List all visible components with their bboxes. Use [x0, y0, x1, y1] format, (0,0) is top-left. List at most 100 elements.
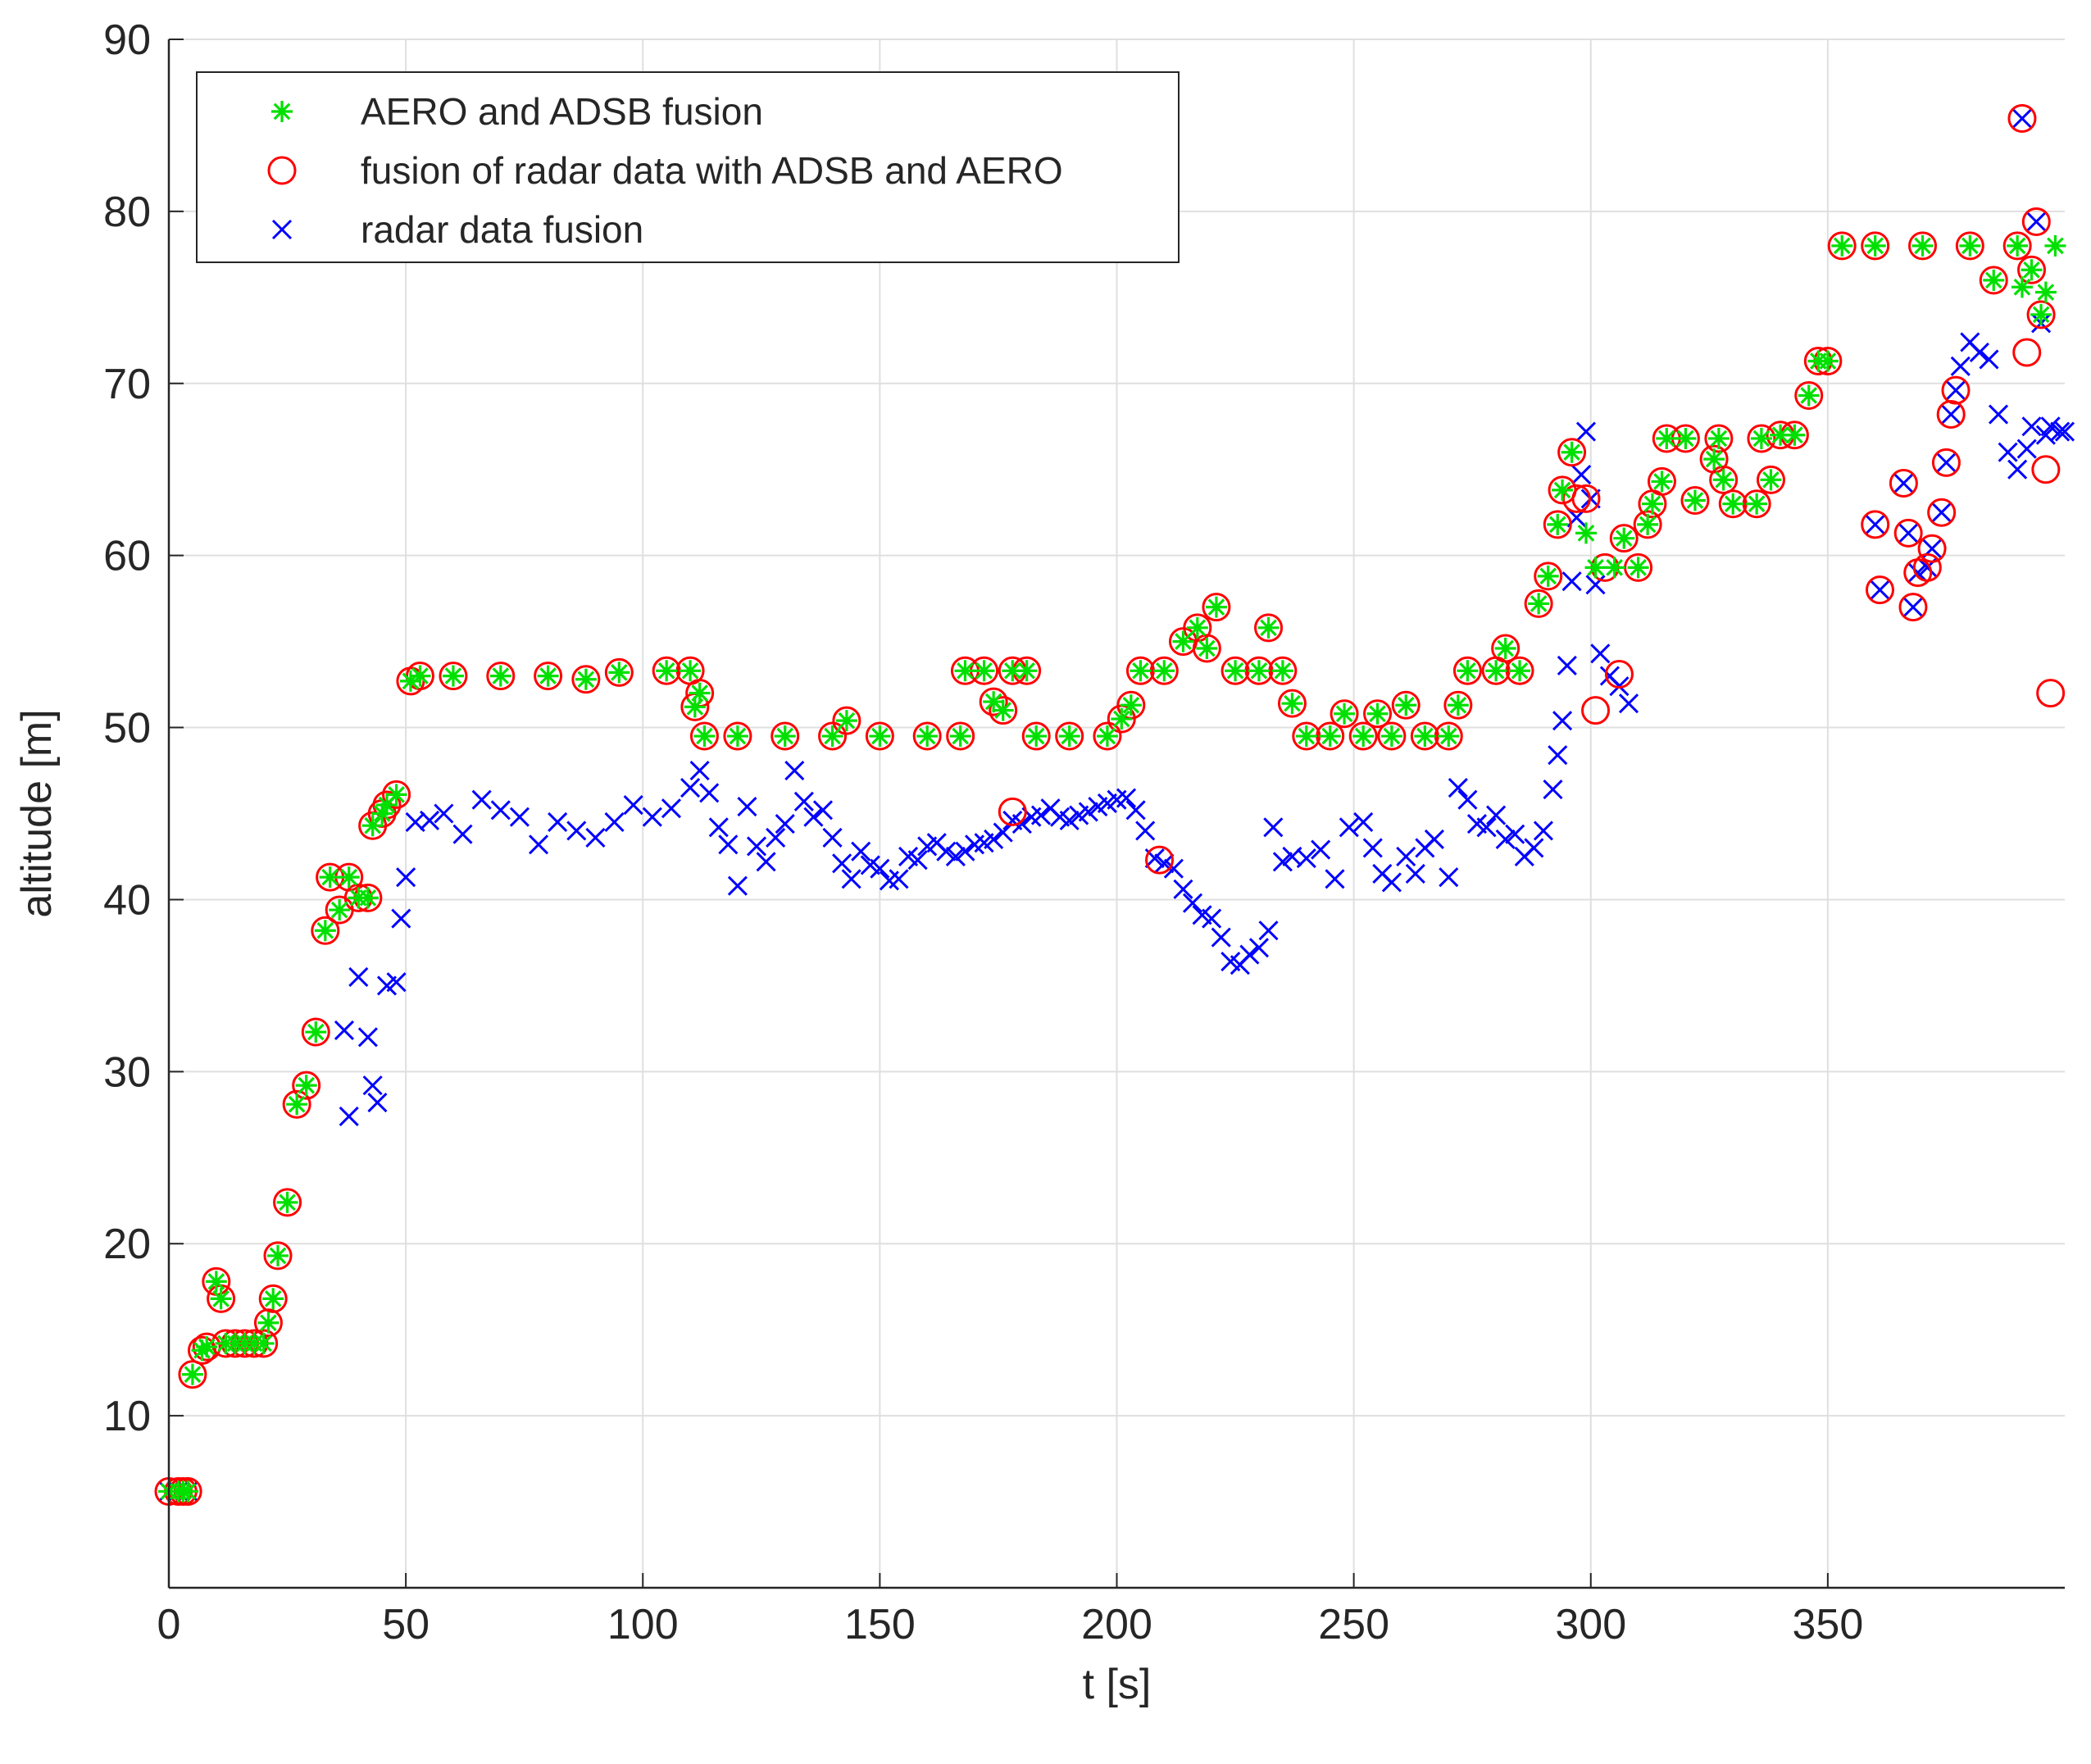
x-marker-shape: [1552, 711, 1573, 731]
x-marker-shape: [642, 807, 662, 827]
radar-adsb-aero-point: [1363, 699, 1393, 729]
asterisk-marker-shape: [177, 1480, 199, 1503]
x-marker-shape: [396, 867, 416, 888]
radar-fusion-point: [396, 867, 416, 888]
x-marker-shape: [1116, 788, 1137, 808]
radar-fusion-point: [737, 797, 757, 817]
circle-marker-shape: [1747, 424, 1776, 453]
aero-adsb-point: [1627, 557, 1649, 579]
aero-adsb-point: [684, 696, 706, 718]
aero-adsb-point: [1584, 557, 1607, 579]
circle-marker-shape: [832, 706, 861, 735]
radar-adsb-aero-point: [1581, 696, 1611, 725]
asterisk-marker-shape: [252, 1332, 275, 1354]
aero-adsb-point: [295, 1075, 317, 1097]
asterisk-marker-shape: [973, 660, 995, 682]
aero-adsb-point: [1613, 527, 1635, 549]
asterisk-marker-shape: [821, 725, 843, 748]
radar-fusion-point: [1571, 464, 1592, 485]
x-marker-shape: [699, 783, 720, 803]
radar-fusion-point: [604, 812, 625, 833]
circle-marker-shape: [1093, 721, 1122, 751]
circle-marker-shape: [1524, 589, 1553, 618]
asterisk-marker-shape: [1983, 269, 2005, 291]
radar-fusion-point: [1353, 812, 1374, 833]
tick-labels: 0 50 100 150 200 250 300 350 10 20 30 40 50 60 70 80 90: [103, 16, 1863, 1648]
asterisk-marker-shape: [361, 815, 384, 837]
asterisk-marker-shape: [271, 101, 293, 122]
x-marker-shape: [1557, 655, 1577, 676]
radar-adsb-aero-point: [1955, 231, 1984, 261]
circle-marker-shape: [998, 797, 1027, 826]
asterisk-marker-shape: [210, 1288, 232, 1310]
aero-adsb-point: [196, 1336, 218, 1358]
circle-marker-shape: [989, 696, 1018, 725]
asterisk-marker-shape: [489, 665, 511, 687]
asterisk-marker-shape: [680, 660, 702, 682]
circle-marker-shape: [282, 1089, 311, 1119]
x-marker-shape: [689, 760, 710, 781]
x-marker-shape: [367, 1093, 388, 1113]
radar-adsb-aero-point: [2021, 207, 2051, 236]
x-marker-shape: [775, 814, 795, 834]
circle-marker-shape: [723, 721, 752, 751]
circle-marker-shape: [1363, 699, 1393, 729]
radar-fusion-point: [1552, 711, 1573, 731]
asterisk-marker-shape: [1485, 660, 1507, 682]
radar-adsb-aero-point: [1827, 231, 1857, 261]
radar-adsb-aero-point: [998, 797, 1027, 826]
circle-marker-shape: [1955, 231, 1984, 261]
radar-fusion-point: [1173, 879, 1193, 899]
aero-adsb-point: [1746, 493, 1768, 515]
radar-fusion-point: [1950, 356, 1971, 376]
radar-adsb-aero-point: [1704, 424, 1734, 453]
radar-adsb-aero-point: [273, 1188, 302, 1217]
radar-fusion-point: [528, 834, 549, 855]
x-marker-shape: [1505, 824, 1525, 844]
aero-adsb-point: [1864, 234, 1886, 257]
circle-marker-shape: [1827, 231, 1857, 261]
aero-adsb-point: [1703, 448, 1725, 471]
aero-adsb-point: [1153, 660, 1175, 682]
aero-adsb-point: [1651, 471, 1673, 493]
circle-marker-shape: [1680, 486, 1710, 516]
aero-adsb-point: [1120, 694, 1142, 716]
x-marker-shape: [2007, 459, 2028, 480]
asterisk-marker-shape: [575, 668, 597, 690]
legend-markers: [267, 101, 297, 240]
aero-adsb-point: [1002, 660, 1024, 682]
circle-marker-shape: [1794, 380, 1824, 410]
asterisk-marker-shape: [1703, 448, 1725, 471]
radar-adsb-aero-point: [1908, 231, 1938, 261]
x-marker-shape: [718, 834, 739, 855]
x-marker-shape: [1258, 921, 1279, 941]
x-marker-shape: [984, 829, 1004, 850]
x-marker-shape: [2011, 108, 2033, 129]
aero-adsb-point: [1712, 469, 1734, 491]
x-marker-shape: [784, 760, 805, 781]
radar-fusion-point: [1125, 800, 1146, 821]
circle-marker-shape: [1192, 634, 1221, 663]
x-marker-shape: [357, 1027, 378, 1048]
asterisk-marker-shape: [992, 699, 1014, 721]
radar-fusion-point: [1969, 342, 1989, 363]
aero-adsb-point: [1096, 725, 1118, 748]
radar-fusion-point: [1011, 814, 1032, 834]
radar-fusion-point: [1585, 575, 1606, 595]
asterisk-marker-shape: [1248, 660, 1270, 682]
x-marker-shape: [737, 797, 757, 817]
radar-fusion-point: [1543, 780, 1563, 800]
asterisk-marker-shape: [689, 682, 711, 704]
circle-marker-shape: [2021, 207, 2051, 236]
radar-fusion-point: [1561, 571, 1582, 592]
aero-adsb-point: [489, 665, 511, 687]
x-marker-shape: [793, 791, 814, 812]
asterisk-marker-shape: [2007, 234, 2029, 257]
radar-adsb-aero-point: [1055, 721, 1084, 751]
asterisk-marker-shape: [1395, 694, 1417, 716]
asterisk-marker-shape: [205, 1271, 227, 1293]
circle-marker-shape: [263, 1241, 293, 1271]
aero-adsb-point: [869, 725, 891, 748]
radar-fusion-point: [1557, 655, 1577, 676]
radar-adsb-aero-point: [865, 721, 894, 751]
